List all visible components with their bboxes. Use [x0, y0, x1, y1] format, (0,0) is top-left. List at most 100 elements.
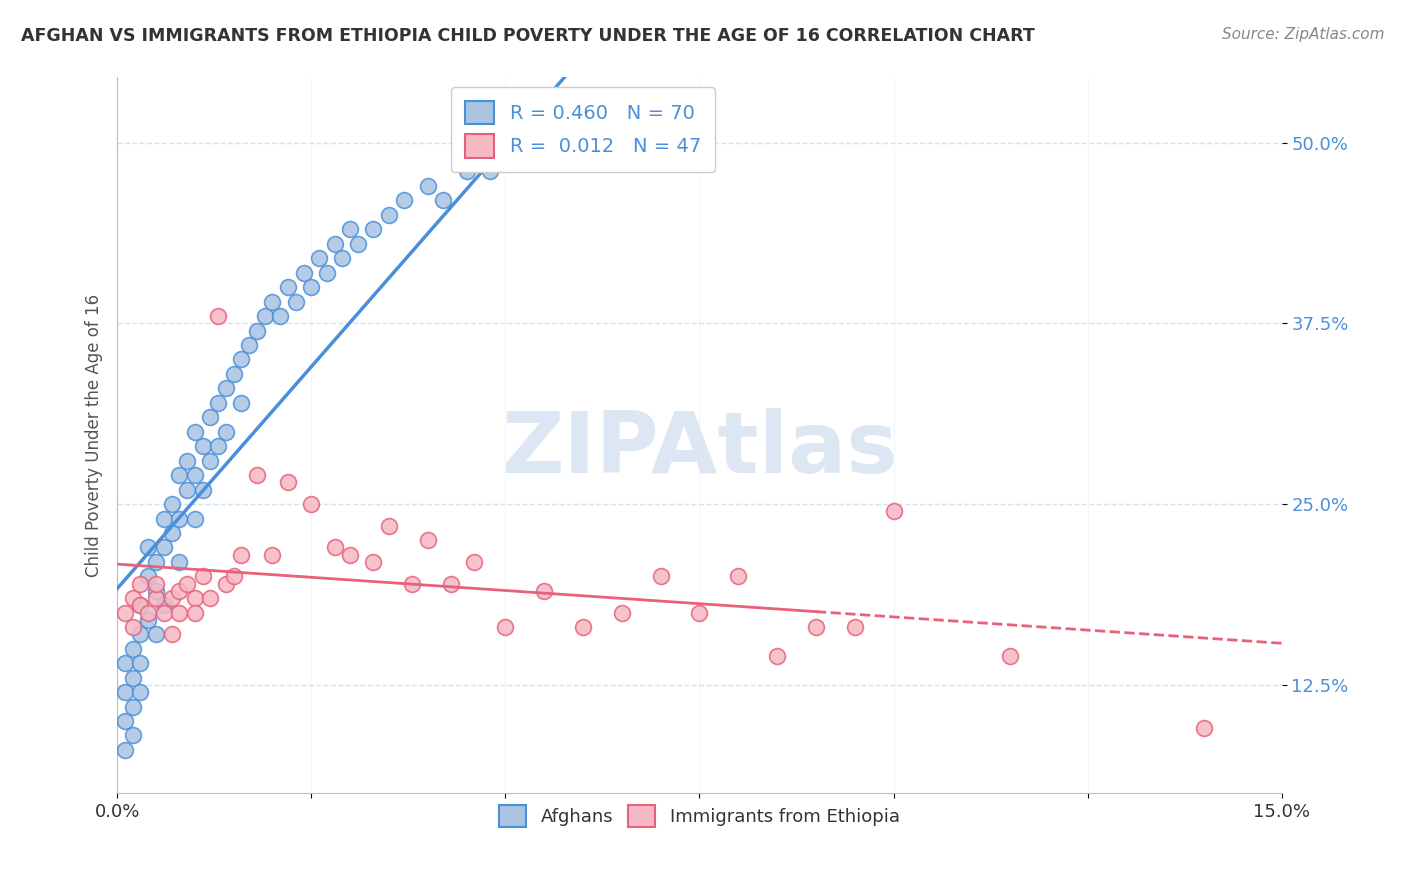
Point: [363, 555, 385, 569]
Point: [804, 620, 827, 634]
Point: [401, 576, 423, 591]
Point: [315, 266, 337, 280]
Point: [136, 569, 159, 583]
Point: [572, 620, 595, 634]
Point: [610, 606, 633, 620]
Point: [176, 576, 198, 591]
Point: [299, 497, 322, 511]
Point: [145, 591, 167, 606]
Point: [169, 511, 191, 525]
Point: [262, 548, 284, 562]
Point: [998, 648, 1021, 663]
Point: [184, 425, 207, 439]
Point: [169, 468, 191, 483]
Point: [231, 352, 253, 367]
Point: [121, 729, 143, 743]
Point: [292, 266, 315, 280]
Point: [176, 483, 198, 497]
Point: [200, 453, 222, 467]
Point: [478, 164, 501, 178]
Point: [114, 714, 136, 728]
Point: [160, 627, 183, 641]
Point: [378, 208, 401, 222]
Point: [169, 606, 191, 620]
Point: [727, 569, 749, 583]
Point: [330, 251, 353, 265]
Point: [184, 591, 207, 606]
Point: [363, 222, 385, 236]
Point: [191, 439, 214, 453]
Point: [231, 548, 253, 562]
Point: [494, 620, 516, 634]
Point: [152, 599, 174, 613]
Point: [207, 309, 229, 323]
Point: [688, 606, 710, 620]
Point: [136, 613, 159, 627]
Point: [169, 555, 191, 569]
Point: [277, 280, 299, 294]
Point: [169, 583, 191, 598]
Point: [432, 194, 454, 208]
Point: [339, 548, 361, 562]
Point: [456, 164, 478, 178]
Point: [121, 641, 143, 656]
Y-axis label: Child Poverty Under the Age of 16: Child Poverty Under the Age of 16: [86, 293, 103, 577]
Point: [883, 504, 905, 518]
Point: [160, 591, 183, 606]
Point: [136, 541, 159, 555]
Point: [200, 591, 222, 606]
Point: [378, 518, 401, 533]
Point: [191, 569, 214, 583]
Point: [129, 576, 152, 591]
Point: [253, 309, 276, 323]
Point: [114, 656, 136, 670]
Point: [650, 569, 672, 583]
Point: [440, 576, 463, 591]
Text: AFGHAN VS IMMIGRANTS FROM ETHIOPIA CHILD POVERTY UNDER THE AGE OF 16 CORRELATION: AFGHAN VS IMMIGRANTS FROM ETHIOPIA CHILD…: [21, 27, 1035, 45]
Point: [207, 439, 229, 453]
Point: [160, 526, 183, 541]
Point: [160, 497, 183, 511]
Point: [533, 150, 555, 164]
Point: [152, 606, 174, 620]
Point: [207, 396, 229, 410]
Point: [262, 294, 284, 309]
Point: [129, 627, 152, 641]
Point: [121, 591, 143, 606]
Point: [145, 555, 167, 569]
Point: [184, 606, 207, 620]
Point: [277, 475, 299, 490]
Point: [347, 236, 370, 251]
Point: [121, 620, 143, 634]
Point: [222, 367, 245, 381]
Point: [145, 627, 167, 641]
Point: [246, 468, 269, 483]
Point: [215, 381, 238, 395]
Point: [121, 699, 143, 714]
Point: [152, 511, 174, 525]
Point: [184, 511, 207, 525]
Point: [176, 453, 198, 467]
Point: [1192, 721, 1215, 735]
Point: [269, 309, 291, 323]
Point: [114, 685, 136, 699]
Point: [114, 743, 136, 757]
Point: [299, 280, 322, 294]
Point: [145, 576, 167, 591]
Point: [610, 150, 633, 164]
Point: [129, 599, 152, 613]
Point: [572, 136, 595, 150]
Point: [650, 136, 672, 150]
Point: [136, 606, 159, 620]
Point: [284, 294, 307, 309]
Point: [114, 606, 136, 620]
Point: [766, 648, 789, 663]
Point: [394, 194, 416, 208]
Point: [129, 685, 152, 699]
Point: [184, 468, 207, 483]
Point: [129, 599, 152, 613]
Point: [416, 533, 439, 548]
Point: [121, 671, 143, 685]
Point: [494, 150, 516, 164]
Legend: Afghans, Immigrants from Ethiopia: Afghans, Immigrants from Ethiopia: [492, 798, 907, 834]
